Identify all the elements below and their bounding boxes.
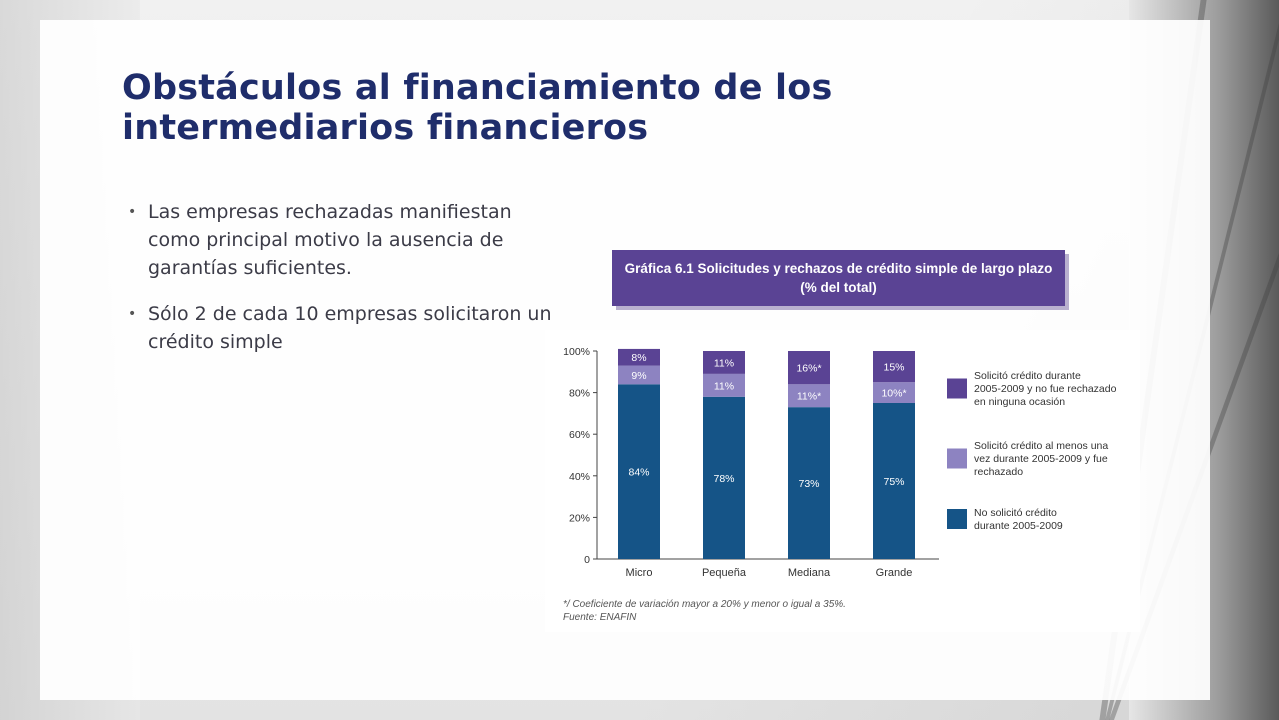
bar-data-label: 75% <box>883 476 904 488</box>
x-tick-label: Micro <box>626 567 653 579</box>
bar-data-label: 9% <box>631 370 646 382</box>
bullet-list: • Las empresas rechazadas manifiestan co… <box>120 198 560 374</box>
legend-label: vez durante 2005-2009 y fue <box>974 453 1108 465</box>
x-tick-label: Pequeña <box>702 567 747 579</box>
y-tick-label: 100% <box>563 346 590 358</box>
bar-segment <box>873 382 915 403</box>
y-tick-label: 0 <box>584 554 590 566</box>
bullet-glyph: • <box>128 306 137 322</box>
y-tick-label: 20% <box>569 512 590 524</box>
bar-segment <box>618 348 660 366</box>
legend-label: rechazado <box>974 466 1023 478</box>
stacked-bar-chart: 100% 80% 60% 40% 20% 0 84% 9% 8% Micro 78% 11% 11% Pe… <box>563 346 1117 579</box>
bar-data-label: 15% <box>883 362 904 374</box>
bar-segment <box>788 384 830 408</box>
legend-label: Solicitó crédito durante <box>974 370 1081 382</box>
legend-label: No solicitó crédito <box>974 507 1057 519</box>
bar-data-label: 11%* <box>797 391 821 403</box>
bar-segment <box>788 351 830 385</box>
chart-title-line2: (% del total) <box>800 280 877 295</box>
bar-segment <box>873 403 915 559</box>
x-tick-label: Grande <box>876 567 913 579</box>
source-text: Fuente: ENAFIN <box>563 612 637 623</box>
footnote-text: */ Coeficiente de variación mayor a 20% … <box>563 599 846 610</box>
bar-data-label: 16%* <box>796 363 821 375</box>
bar-data-label: 78% <box>713 473 734 485</box>
bar-data-label: 8% <box>631 352 646 364</box>
bar-segment <box>788 407 830 559</box>
bar-data-label: 84% <box>628 467 649 479</box>
legend-swatch <box>947 448 967 469</box>
y-tick-label: 80% <box>569 388 590 400</box>
legend-label: Solicitó crédito al menos una <box>974 440 1108 452</box>
chart-title-banner: Gráfica 6.1 Solicitudes y rechazos de cr… <box>612 250 1065 306</box>
bullet-text: Sólo 2 de cada 10 empresas solicitaron u… <box>148 303 552 353</box>
bar-segment <box>618 384 660 559</box>
bar-segment <box>703 396 745 559</box>
legend-label: 2005-2009 y no fue rechazado <box>974 383 1117 395</box>
y-tick-label: 60% <box>569 429 590 441</box>
bullet-glyph: • <box>128 204 137 220</box>
bar-segment <box>703 351 745 374</box>
bar-data-label: 11% <box>714 380 734 392</box>
slide-title: Obstáculos al financiamiento de los inte… <box>122 68 833 148</box>
chart-title-line1: Gráfica 6.1 Solicitudes y rechazos de cr… <box>624 261 1053 276</box>
legend-label: en ninguna ocasión <box>974 396 1065 408</box>
bar-segment <box>703 373 745 397</box>
bar-segment <box>618 365 660 385</box>
chart-footnote: */ Coeficiente de variación mayor a 20% … <box>563 598 846 624</box>
bar-data-label: 73% <box>798 478 819 490</box>
legend-label: durante 2005-2009 <box>974 520 1063 532</box>
legend-swatch <box>947 509 967 529</box>
y-tick-label: 40% <box>569 471 590 483</box>
bullet-item: • Las empresas rechazadas manifiestan co… <box>120 198 560 282</box>
bar-data-label: 11% <box>714 357 734 369</box>
bullet-text: Las empresas rechazadas manifiestan como… <box>148 201 512 279</box>
bar-data-label: 10%* <box>881 388 906 400</box>
legend-swatch <box>947 378 967 399</box>
bar-segment <box>873 351 915 383</box>
x-tick-label: Mediana <box>788 567 831 579</box>
bullet-item: • Sólo 2 de cada 10 empresas solicitaron… <box>120 300 560 356</box>
